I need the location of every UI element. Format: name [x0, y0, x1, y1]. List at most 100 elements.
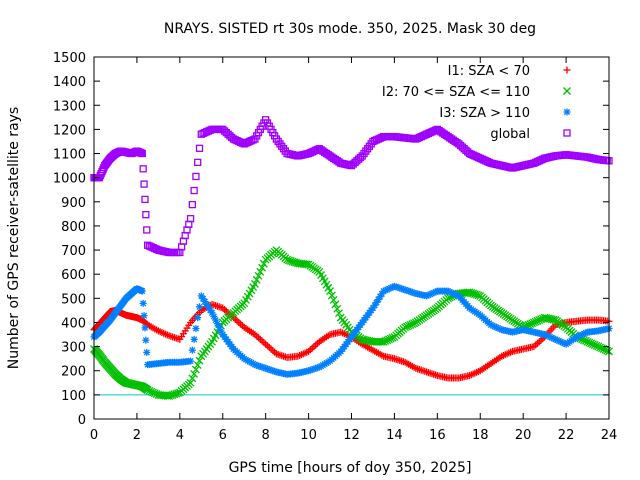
data-point	[188, 374, 197, 383]
chart-title: NRAYS. SISTED rt 30s mode. 350, 2025. Ma…	[164, 21, 536, 37]
series-0	[90, 300, 613, 382]
y-tick-label: 900	[61, 196, 86, 211]
data-point	[237, 320, 245, 328]
data-point	[195, 356, 204, 365]
data-point	[188, 346, 196, 354]
data-point	[388, 333, 397, 342]
data-point	[141, 324, 149, 332]
y-tick-label: 0	[78, 413, 86, 428]
data-point	[530, 343, 538, 351]
data-point	[186, 215, 195, 223]
data-point	[193, 361, 202, 370]
x-tick-label: 4	[176, 428, 184, 443]
x-tick-label: 0	[90, 428, 98, 443]
x-tick-label: 18	[472, 428, 489, 443]
data-point	[533, 339, 541, 347]
data-point	[410, 319, 419, 328]
legend-label: I3: SZA > 110	[439, 106, 530, 121]
data-point	[192, 325, 200, 332]
data-point	[188, 200, 197, 209]
y-tick-label: 600	[61, 268, 86, 283]
data-point	[196, 303, 204, 311]
x-tick-label: 20	[515, 428, 532, 443]
legend-label: I2: 70 <= SZA <= 110	[382, 85, 530, 100]
data-point	[259, 259, 268, 268]
data-point	[474, 291, 483, 300]
data-point	[140, 312, 148, 320]
legend-marker	[563, 108, 571, 116]
y-tick-label: 1000	[53, 172, 86, 187]
data-point	[260, 339, 268, 347]
data-point	[138, 149, 146, 158]
legend-marker	[563, 87, 571, 95]
y-tick-label: 800	[61, 220, 86, 235]
data-point	[142, 211, 150, 219]
data-point	[174, 389, 183, 398]
x-tick-label: 22	[558, 428, 575, 443]
data-point	[139, 165, 147, 173]
x-tick-label: 14	[386, 428, 403, 443]
data-point	[265, 343, 273, 351]
data-point	[312, 341, 320, 349]
data-point	[195, 144, 204, 152]
x-tick-label: 10	[300, 428, 317, 443]
y-tick-label: 1200	[53, 123, 86, 138]
series-2	[90, 282, 613, 378]
data-point	[142, 336, 150, 344]
data-point	[603, 346, 612, 355]
y-tick-label: 1500	[53, 51, 86, 66]
data-point	[190, 335, 198, 343]
data-point	[190, 369, 199, 378]
x-tick-label: 2	[133, 428, 141, 443]
data-point	[308, 344, 316, 352]
data-point	[310, 343, 318, 351]
data-point	[252, 275, 261, 284]
data-point	[143, 226, 151, 234]
legend-label: global	[490, 127, 530, 142]
data-point	[329, 295, 338, 304]
data-point	[192, 172, 200, 181]
data-point	[263, 342, 271, 350]
x-tick-label: 24	[601, 428, 618, 443]
y-tick-label: 700	[61, 244, 86, 259]
x-tick-label: 6	[219, 428, 227, 443]
y-tick-label: 400	[61, 316, 86, 331]
y-tick-label: 1100	[53, 148, 86, 163]
data-point	[262, 340, 270, 348]
data-point	[190, 186, 198, 195]
data-point	[143, 348, 151, 356]
x-tick-label: 8	[262, 428, 270, 443]
data-point	[335, 309, 343, 318]
legend-label: I1: SZA < 70	[448, 64, 530, 79]
data-point	[256, 335, 264, 343]
data-point	[250, 279, 259, 288]
data-point	[194, 314, 202, 322]
data-point	[258, 263, 267, 272]
data-point	[254, 271, 263, 280]
x-axis-label: GPS time [hours of doy 350, 2025]	[229, 460, 472, 476]
data-point	[187, 357, 195, 365]
legend: I1: SZA < 70 I2: 70 <= SZA <= 110 I3: SZA …	[382, 64, 571, 142]
data-point	[269, 347, 277, 355]
data-point	[331, 300, 340, 309]
x-tick-label: 16	[429, 428, 446, 443]
data-point	[256, 267, 265, 276]
x-tick-label: 12	[343, 428, 360, 443]
y-tick-label: 1400	[53, 75, 86, 90]
data-point	[537, 336, 545, 344]
data-point	[194, 158, 202, 167]
data-point	[140, 180, 148, 188]
y-axis-label: Number of GPS receiver-satellite rays	[6, 107, 22, 369]
data-point	[255, 334, 263, 342]
data-point	[326, 287, 335, 296]
legend-marker	[563, 66, 571, 74]
data-point	[235, 318, 243, 326]
data-point	[333, 304, 342, 313]
data-point	[138, 287, 146, 295]
data-point	[258, 337, 266, 345]
data-point	[327, 291, 336, 300]
data-point	[186, 378, 195, 387]
axes: 0 2 4 6 8 10 12 14 16 18 20 22 240100200300400500600…	[53, 51, 617, 443]
data-point	[139, 299, 147, 307]
